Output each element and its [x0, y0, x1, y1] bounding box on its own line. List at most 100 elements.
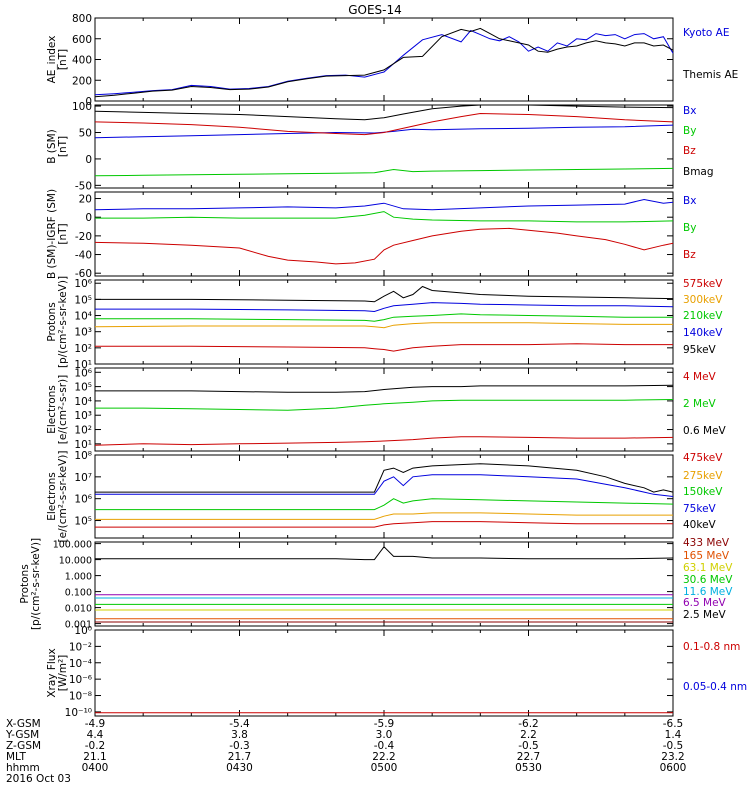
y-axis-label-name: Protons — [19, 564, 31, 603]
footer-value: -0.5 — [518, 740, 539, 752]
footer-value: 21.1 — [83, 751, 106, 763]
legend-entry: Kyoto AE — [683, 27, 729, 39]
y-tick-label: 10⁴ — [74, 396, 92, 408]
footer-value: -4.9 — [85, 718, 106, 730]
y-axis-label-unit: [W/m²] — [57, 655, 69, 692]
panel-frame — [94, 279, 674, 365]
series-line-150kev — [95, 498, 674, 511]
y-tick-label: 10² — [74, 425, 92, 437]
y-axis-label-name: Xray Flux — [46, 648, 58, 697]
footer-value: 3.8 — [231, 729, 248, 741]
legend-entry: By — [683, 125, 696, 137]
y-tick-label: 10.000 — [59, 556, 92, 567]
plot-title: GOES-14 — [348, 3, 402, 17]
y-axis-label-unit: [nT] — [57, 49, 69, 70]
footer-value: -5.9 — [374, 718, 395, 730]
y-axis-label-name: Electrons — [46, 472, 58, 521]
footer-row-label: MLT — [6, 751, 26, 763]
panel-3: -60 -40 -20 0 20 B (SM)-IGRF (SM) [nT] Bx By Bz — [46, 189, 696, 280]
y-tick-label: 10³ — [74, 327, 92, 339]
y-tick-label: 10⁸ — [74, 450, 92, 462]
footer-value: 1.4 — [665, 729, 682, 741]
legend-entry: 275keV — [683, 470, 723, 482]
legend-entry: 4 MeV — [683, 371, 717, 383]
orbit-footer: X-GSM -4.9 -5.4 -5.9 -6.2 -6.5 Y-GSM 4.4 3.8 3.0 2… — [5, 718, 686, 785]
y-tick-label: 20 — [79, 194, 92, 206]
footer-row-label: Y-GSM — [5, 729, 39, 741]
footer-value: 3.0 — [376, 729, 393, 741]
y-axis-label: B (SM) [nT] — [46, 129, 69, 163]
series-line-themis-ae — [94, 27, 674, 98]
legend-entry: 165 MeV — [683, 550, 730, 562]
y-axis-label-name: B (SM)-IGRF (SM) — [46, 189, 58, 279]
series-line-4-mev — [94, 436, 674, 446]
series-line-bz — [94, 112, 674, 136]
y-axis-label: Electrons [e/(cm²-s-sr-keV)] — [46, 451, 69, 543]
series-line-575kev — [95, 343, 673, 352]
legend-entry: 575keV — [683, 278, 723, 290]
footer-value: 22.2 — [372, 751, 395, 763]
footer-value: -6.2 — [518, 718, 539, 730]
footer-value: 2.2 — [520, 729, 537, 741]
legend-entry: 0.6 MeV — [683, 425, 727, 437]
y-tick-label: 10¹ — [74, 359, 92, 371]
footer-value: 0530 — [515, 762, 542, 774]
y-axis-label: B (SM)-IGRF (SM) [nT] — [46, 189, 69, 279]
legend-entry: Bz — [683, 249, 696, 261]
legend-entry: 300keV — [683, 294, 723, 306]
footer-value: 0500 — [371, 762, 398, 774]
footer-value: 0430 — [226, 762, 253, 774]
legend-entry: 75keV — [683, 503, 717, 515]
y-tick-label: 10⁰ — [74, 625, 92, 637]
footer-value: -0.2 — [85, 740, 106, 752]
panel-5: 10¹ 10² 10³ 10⁴ 10⁵ 10⁶ Electrons [e/(cm²-s-sr)… — [46, 367, 727, 452]
y-tick-label: 10⁶ — [74, 494, 92, 506]
series-line-bmag — [94, 104, 674, 121]
y-axis-label-unit: [nT] — [57, 136, 69, 157]
y-axis-label-name: Protons — [46, 302, 58, 341]
y-tick-label: 10² — [74, 343, 92, 355]
series-line-0-6-mev — [95, 384, 674, 393]
y-axis-label-unit: [nT] — [57, 223, 69, 244]
y-tick-label: 10⁻² — [69, 641, 92, 653]
legend-entry: By — [683, 222, 696, 234]
legend-entry: 95keV — [683, 344, 717, 356]
y-tick-label: 50 — [79, 127, 92, 139]
y-tick-label: 1.000 — [65, 572, 92, 583]
y-tick-label: 10⁻¹⁰ — [65, 707, 92, 719]
y-axis-label-unit: [p/(cm²-s-sr-keV)] — [57, 276, 69, 368]
y-tick-label: 10⁻⁴ — [69, 658, 92, 670]
legend-entry: 0.05-0.4 nm — [683, 681, 747, 693]
legend-entry: 210keV — [683, 310, 723, 322]
footer-value: 0600 — [660, 762, 687, 774]
y-tick-label: 400 — [72, 55, 92, 67]
panel-frame — [94, 629, 674, 717]
y-tick-label: -20 — [75, 231, 92, 243]
legend-entry: 2.5 MeV — [683, 609, 727, 621]
y-axis-label: Xray Flux [W/m²] — [46, 648, 69, 697]
y-axis-label-unit: [e/(cm²-s-sr)] — [57, 375, 69, 444]
panel-frame — [94, 541, 674, 627]
series-line-bx — [94, 124, 674, 139]
y-tick-label: 10³ — [74, 410, 92, 422]
y-tick-label: 0 — [85, 96, 92, 108]
legend-entry: Bmag — [683, 166, 714, 178]
footer-value: -0.4 — [374, 740, 395, 752]
y-tick-label: 10⁻⁸ — [69, 691, 92, 703]
footer-value: 23.2 — [661, 751, 684, 763]
series-line-95kev — [95, 285, 674, 303]
y-tick-label: 0 — [85, 212, 92, 224]
footer-row-label: X-GSM — [6, 718, 41, 730]
series-line-210kev — [95, 313, 673, 322]
y-tick-label: 600 — [72, 34, 92, 46]
y-axis-label: Electrons [e/(cm²-s-sr)] — [46, 375, 69, 444]
legend-entry: Bx — [683, 105, 696, 117]
footer-row-label: Z-GSM — [6, 740, 41, 752]
footer-value: 22.7 — [517, 751, 540, 763]
series-line-2-mev — [95, 399, 674, 411]
panel-6: 10⁵ 10⁶ 10⁷ 10⁸ Electrons [e/(cm²-s-sr-keV)] 4… — [46, 450, 723, 542]
y-tick-label: 800 — [72, 13, 92, 25]
legend-entry: 30.6 MeV — [683, 574, 733, 586]
